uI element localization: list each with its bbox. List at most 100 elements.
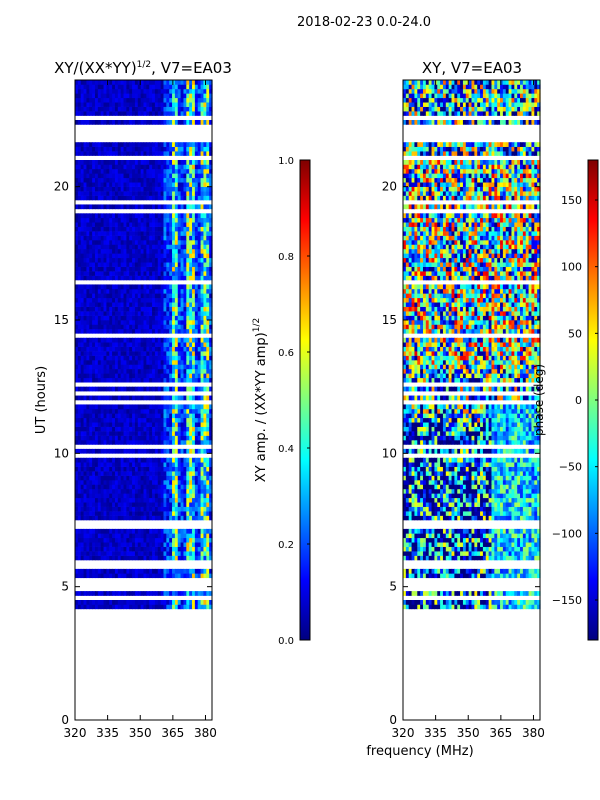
heatmap-cell [177,235,182,241]
heatmap-cell [77,146,82,152]
heatmap-cell [157,528,162,534]
heatmap-cell [157,488,162,494]
heatmap-cell [94,408,99,414]
heatmap-cell [103,204,107,210]
heatmap-cell [77,440,82,445]
heatmap-cell [183,355,187,361]
heatmap-cell [100,337,105,343]
heatmap-cell [154,120,159,125]
heatmap-cell [166,537,170,543]
heatmap-cell [197,360,202,365]
heatmap-cell [126,373,130,379]
heatmap-cell [83,262,88,267]
heatmap-cell [485,568,490,574]
heatmap-cell [83,484,88,490]
heatmap-cell [140,97,145,103]
heatmap-cell [172,271,176,276]
heatmap-cell [120,146,125,152]
heatmap-cell [92,84,96,90]
heatmap-cell [109,600,113,605]
heatmap-cell [186,164,190,170]
heatmap-cell [200,342,205,347]
heatmap-cell [189,408,193,414]
heatmap-cell [140,257,145,263]
heatmap-cell [157,164,162,170]
heatmap-cell [80,493,85,499]
heatmap-cell [132,528,136,534]
heatmap-cell [114,315,119,321]
heatmap-cell [120,542,125,547]
heatmap-cell [206,106,210,112]
heatmap-cell [197,146,202,152]
heatmap-cell [169,328,173,334]
heatmap-cell [112,568,116,574]
heatmap-cell [180,488,185,494]
heatmap-cell [114,222,119,227]
heatmap-cell [143,168,147,174]
heatmap-cell [169,404,173,410]
heatmap-cell [189,146,193,152]
heatmap-cell [117,262,122,267]
heatmap-cell [166,195,170,201]
heatmap-cell [75,120,79,125]
heatmap-cell [177,297,182,303]
heatmap-cell [174,591,179,596]
heatmap-cell [77,360,82,365]
heatmap-cell [194,88,199,94]
heatmap-cell [186,146,190,152]
heatmap-cell [189,528,193,534]
heatmap-cell [206,222,210,227]
heatmap-cell [157,146,162,152]
heatmap-cell [75,551,79,556]
heatmap-cell [140,604,145,610]
heatmap-cell [174,600,179,605]
heatmap-cell [143,417,147,423]
heatmap-cell [146,168,150,174]
heatmap-cell [169,275,173,281]
heatmap-cell [89,373,93,379]
heatmap-cell [194,337,199,343]
heatmap-cell [140,266,145,272]
heatmap-cell [97,395,102,401]
heatmap-cell [126,164,130,170]
heatmap-cell [89,177,93,183]
heatmap-cell [109,271,113,276]
heatmap-cell [160,222,165,227]
heatmap-cell [209,106,213,112]
heatmap-cell [83,600,88,605]
heatmap-cell [166,182,170,187]
heatmap-cell [174,275,179,281]
heatmap-cell [403,568,407,574]
heatmap-cell [80,337,85,343]
heatmap-cell [160,257,165,263]
heatmap-cell [143,355,147,361]
heatmap-cell [197,342,202,347]
heatmap-cell [92,146,96,152]
heatmap-cell [129,173,133,179]
heatmap-cell [106,551,110,556]
heatmap-cell [94,80,99,85]
heatmap-cell [83,244,88,250]
heatmap-cell [97,244,102,250]
heatmap-cell [425,591,430,596]
heatmap-cell [192,93,196,99]
heatmap-cell [146,355,150,361]
heatmap-cell [154,324,159,330]
heatmap-cell [112,231,116,236]
heatmap-cell [491,600,495,605]
heatmap-cell [440,604,444,610]
heatmap-cell [163,328,167,334]
heatmap-cell [114,360,119,365]
heatmap-cell [206,448,210,454]
heatmap-cell [129,284,133,290]
heatmap-cell [86,266,90,272]
heatmap-cell [163,497,167,503]
heatmap-cell [140,111,145,116]
heatmap-cell [83,377,88,383]
heatmap-cell [106,364,110,370]
heatmap-cell [174,462,179,467]
heatmap-cell [117,244,122,250]
heatmap-cell [140,533,145,539]
heatmap-cell [160,457,165,463]
heatmap-cell [143,462,147,467]
